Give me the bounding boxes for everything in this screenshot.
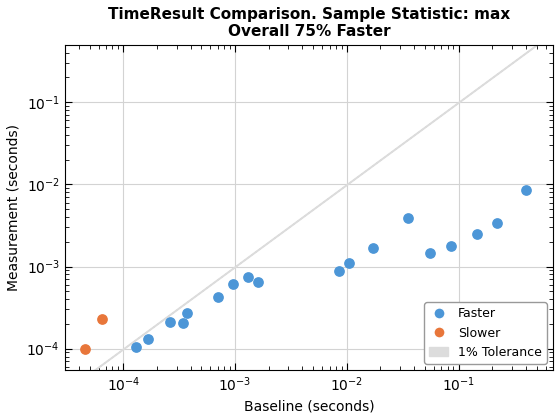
Point <box>165 319 174 326</box>
Point <box>253 279 262 286</box>
Point <box>521 187 530 194</box>
X-axis label: Baseline (seconds): Baseline (seconds) <box>244 399 374 413</box>
Y-axis label: Measurement (seconds): Measurement (seconds) <box>7 124 21 291</box>
Point <box>446 242 455 249</box>
Point <box>183 310 192 317</box>
Point <box>228 280 237 287</box>
Point <box>132 344 141 350</box>
Point <box>492 220 501 226</box>
Point <box>213 293 222 300</box>
Title: TimeResult Comparison. Sample Statistic: max
Overall 75% Faster: TimeResult Comparison. Sample Statistic:… <box>108 7 510 39</box>
Point <box>368 244 377 251</box>
Point <box>80 345 89 352</box>
Point <box>472 231 481 237</box>
Point <box>244 273 253 280</box>
Point <box>334 268 343 274</box>
Point <box>178 320 187 326</box>
Point <box>345 260 354 266</box>
Point <box>403 215 412 221</box>
Point <box>143 336 152 343</box>
Point <box>425 250 434 257</box>
Legend: Faster, Slower, 1% Tolerance: Faster, Slower, 1% Tolerance <box>424 302 547 364</box>
Point <box>98 315 107 322</box>
